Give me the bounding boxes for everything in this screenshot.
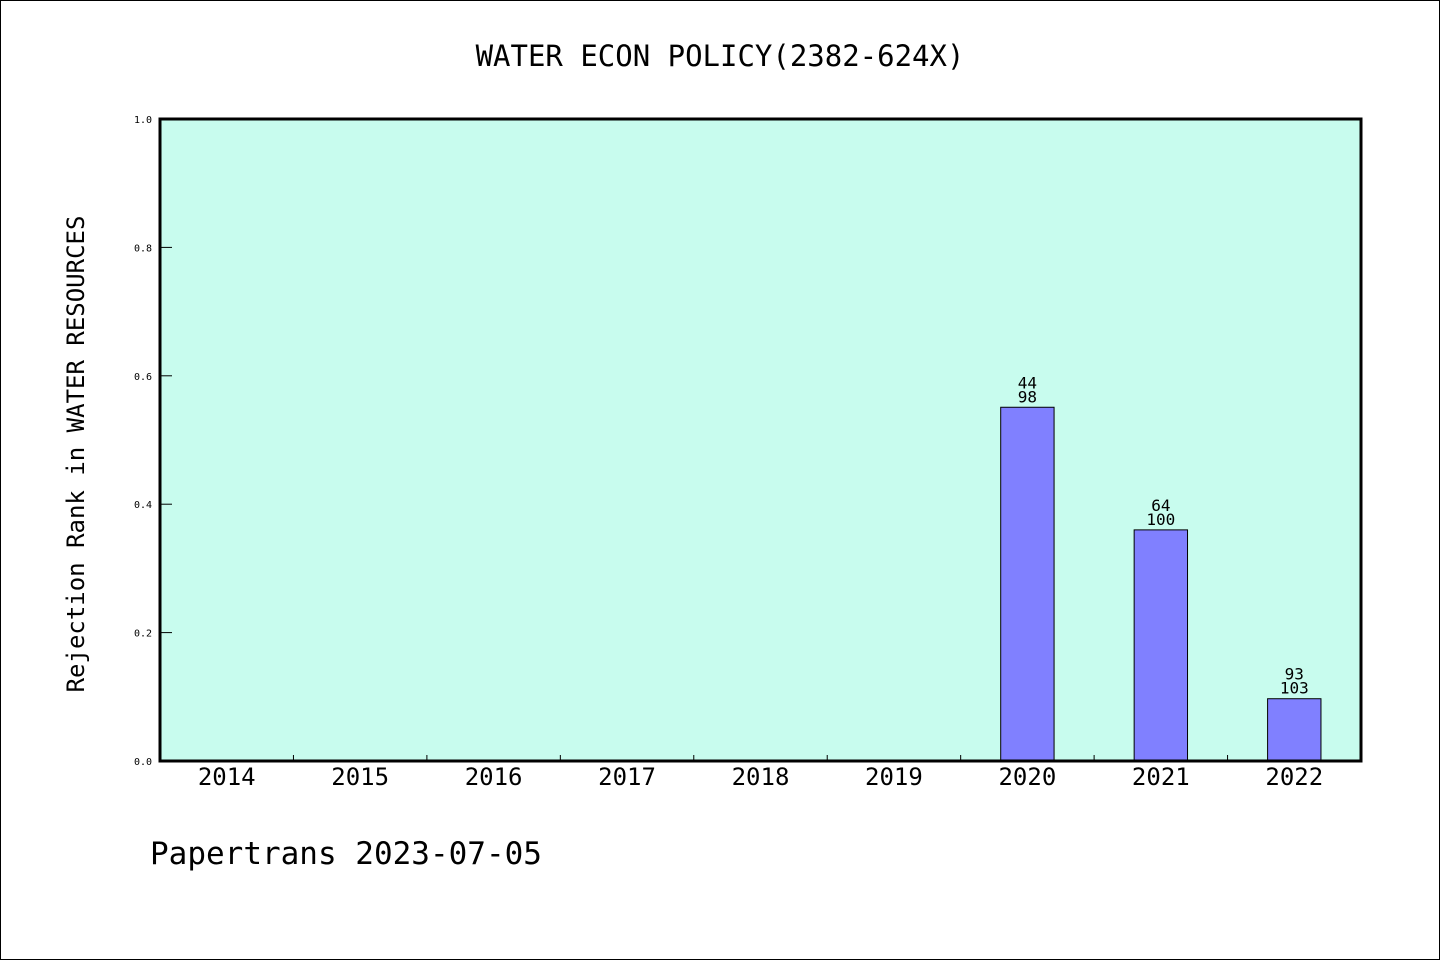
- plot-border: [158, 117, 1363, 763]
- x-tick-label: 2021: [1132, 763, 1190, 791]
- x-tick-label: 2022: [1265, 763, 1323, 791]
- bar-label-bottom: 98: [1018, 387, 1037, 406]
- x-tick-label: 2014: [198, 763, 256, 791]
- x-tick-label: 2015: [331, 763, 389, 791]
- x-tick-label: 2016: [465, 763, 523, 791]
- bar: [1133, 529, 1189, 762]
- x-tick-label: 2020: [998, 763, 1056, 791]
- bar-label-bottom: 100: [1146, 510, 1175, 529]
- chart-title: WATER ECON POLICY(2382-624X): [476, 39, 965, 73]
- y-tick-label: 0.4: [134, 500, 152, 511]
- bar-label-bottom: 103: [1280, 679, 1309, 698]
- y-tick-label: 0.0: [134, 757, 152, 768]
- bar: [1000, 406, 1055, 762]
- bar: [1267, 698, 1322, 762]
- x-tick-label: 2018: [732, 763, 790, 791]
- x-tick-label: 2019: [865, 763, 923, 791]
- footer-text: Papertrans 2023-07-05: [150, 836, 542, 872]
- bar-label-top: 44: [1018, 373, 1037, 392]
- y-tick-label: 1.0: [134, 115, 152, 126]
- y-axis-label: Rejection Rank in WATER RESOURCES: [62, 216, 90, 693]
- y-tick-label: 0.2: [134, 629, 152, 640]
- y-tick-label: 0.6: [134, 372, 152, 383]
- bars-group: [1000, 406, 1322, 762]
- y-tick-label: 0.8: [134, 243, 152, 254]
- bar-label-top: 93: [1285, 665, 1304, 684]
- x-axis: 2014 2015 2016 2017 2018 2019 2020 2021 2022: [198, 755, 1323, 791]
- bar-label-top: 64: [1151, 496, 1170, 515]
- x-tick-label: 2017: [598, 763, 656, 791]
